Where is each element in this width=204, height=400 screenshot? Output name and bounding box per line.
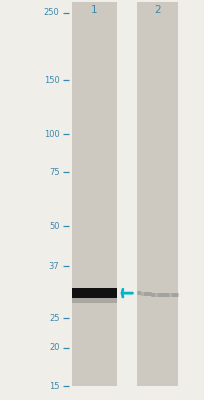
Bar bbox=[141, 292, 142, 296]
Text: 75: 75 bbox=[49, 168, 59, 177]
Text: 20: 20 bbox=[49, 343, 59, 352]
Bar bbox=[146, 292, 147, 296]
Bar bbox=[176, 293, 177, 297]
Bar bbox=[153, 293, 154, 297]
Text: 50: 50 bbox=[49, 222, 59, 231]
Bar bbox=[163, 293, 164, 297]
Bar bbox=[171, 293, 172, 297]
Bar bbox=[137, 2, 177, 386]
Bar bbox=[143, 292, 144, 296]
Bar bbox=[154, 293, 155, 297]
Bar bbox=[160, 293, 161, 297]
Bar bbox=[168, 293, 169, 297]
Bar bbox=[158, 293, 159, 297]
Text: 37: 37 bbox=[49, 262, 59, 271]
Bar bbox=[71, 298, 116, 303]
Bar bbox=[174, 293, 175, 297]
Bar bbox=[149, 292, 150, 296]
Bar bbox=[158, 293, 159, 297]
Text: 2: 2 bbox=[154, 5, 160, 15]
Bar bbox=[144, 292, 145, 296]
Bar bbox=[147, 292, 148, 296]
Bar bbox=[145, 292, 146, 296]
Bar bbox=[155, 293, 156, 297]
Bar bbox=[168, 293, 169, 297]
Bar bbox=[167, 293, 168, 297]
Bar bbox=[138, 291, 139, 295]
Bar bbox=[144, 292, 145, 296]
Bar bbox=[146, 292, 147, 296]
Bar bbox=[143, 292, 144, 296]
Text: 1: 1 bbox=[91, 5, 97, 15]
Bar bbox=[159, 293, 160, 297]
Bar bbox=[166, 293, 167, 297]
Text: 150: 150 bbox=[43, 76, 59, 85]
Bar bbox=[150, 292, 151, 296]
Text: 25: 25 bbox=[49, 314, 59, 323]
Bar bbox=[159, 293, 160, 297]
Bar bbox=[151, 292, 152, 296]
Bar bbox=[170, 293, 171, 297]
Bar bbox=[137, 291, 138, 295]
Bar bbox=[165, 293, 166, 297]
Bar bbox=[152, 293, 153, 297]
Bar bbox=[149, 292, 150, 296]
Bar bbox=[160, 293, 161, 297]
Bar bbox=[153, 293, 154, 297]
Bar bbox=[172, 293, 173, 297]
Bar bbox=[156, 293, 157, 297]
Bar bbox=[177, 293, 178, 297]
Text: 15: 15 bbox=[49, 382, 59, 390]
Bar bbox=[171, 293, 172, 297]
Bar bbox=[152, 292, 153, 296]
Bar bbox=[139, 291, 140, 295]
Bar bbox=[173, 293, 174, 297]
Bar bbox=[139, 292, 140, 296]
Bar bbox=[172, 293, 173, 297]
Bar bbox=[151, 292, 152, 296]
Bar bbox=[137, 291, 138, 295]
Bar bbox=[174, 293, 175, 297]
Bar bbox=[176, 293, 177, 297]
Bar bbox=[157, 293, 158, 297]
Bar bbox=[175, 293, 176, 297]
Bar bbox=[155, 293, 156, 297]
Bar bbox=[148, 292, 149, 296]
Bar bbox=[169, 293, 170, 297]
Bar bbox=[175, 293, 176, 297]
Bar bbox=[140, 292, 141, 296]
Bar bbox=[140, 292, 141, 296]
Text: 100: 100 bbox=[43, 130, 59, 139]
Bar bbox=[157, 293, 158, 297]
Bar bbox=[147, 292, 149, 296]
Bar bbox=[141, 292, 142, 296]
Bar bbox=[150, 292, 151, 296]
Bar bbox=[138, 291, 139, 295]
Bar bbox=[161, 293, 162, 297]
Bar bbox=[164, 293, 165, 297]
Bar bbox=[162, 293, 163, 297]
Bar bbox=[71, 288, 116, 298]
Bar bbox=[154, 293, 155, 297]
Bar bbox=[142, 292, 143, 296]
Bar bbox=[170, 293, 171, 297]
Bar bbox=[71, 2, 116, 386]
Bar bbox=[173, 293, 174, 297]
Bar bbox=[169, 293, 170, 297]
Bar bbox=[156, 293, 157, 297]
Text: 250: 250 bbox=[43, 8, 59, 17]
Bar bbox=[145, 292, 146, 296]
Bar bbox=[142, 292, 143, 296]
